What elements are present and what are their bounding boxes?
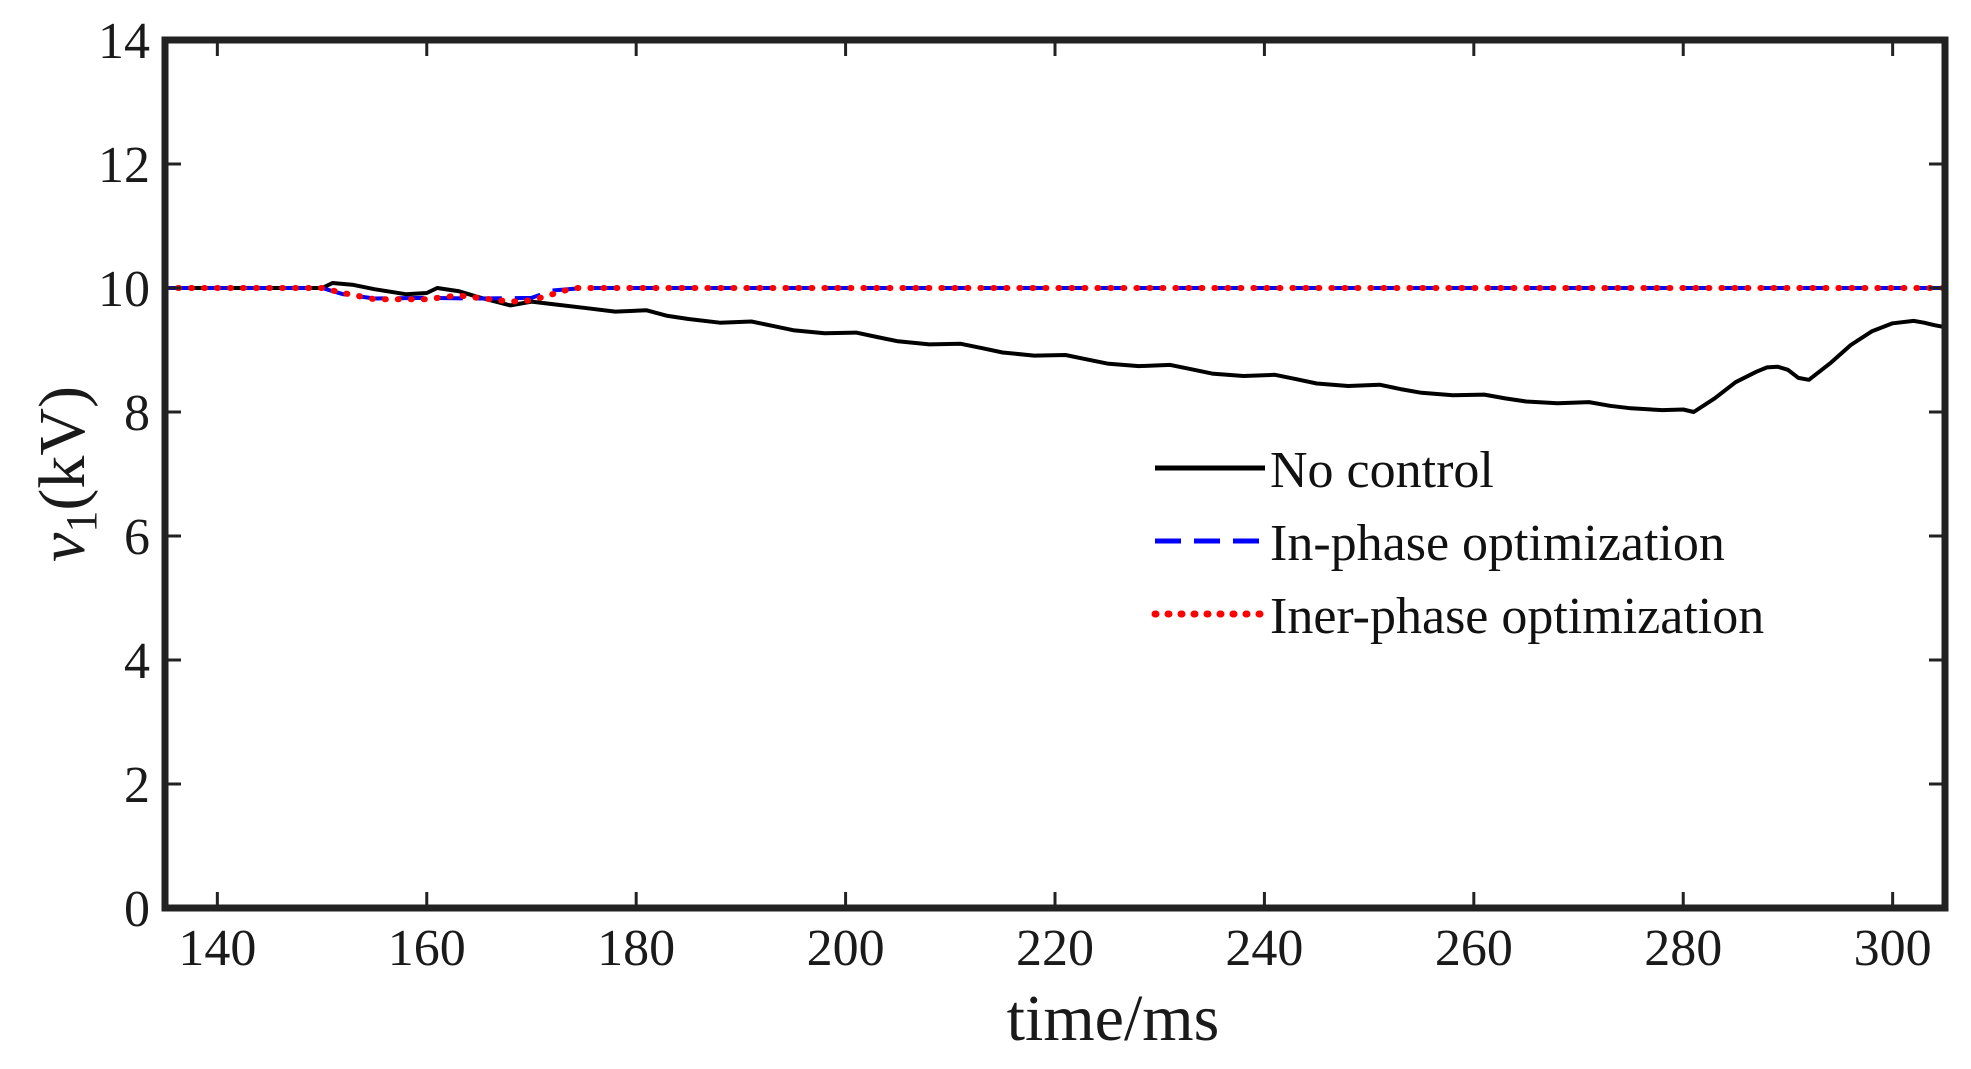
y-tick-label-6: 6 — [124, 509, 150, 566]
y-tick-label-0: 0 — [124, 881, 150, 938]
x-tick-label-160: 160 — [388, 920, 466, 977]
legend: No control In-phase optimization Iner-ph… — [1151, 442, 1764, 645]
x-tick-label-140: 140 — [178, 920, 256, 977]
y-tick-label-12: 12 — [98, 137, 150, 194]
x-axis-title: time/ms — [1007, 982, 1220, 1055]
series-line-iner-phase-optimization — [162, 285, 1948, 305]
x-tick-label-260: 260 — [1435, 920, 1513, 977]
series-line-no-control — [165, 281, 1946, 414]
y-axis-title-var: v — [26, 532, 99, 562]
x-tick-label-280: 280 — [1644, 920, 1722, 977]
y-tick-label-4: 4 — [124, 633, 150, 690]
legend-label-no-control: No control — [1270, 442, 1494, 499]
x-tick-label-180: 180 — [597, 920, 675, 977]
series-line-in-phase-optimization — [165, 286, 1945, 301]
plot-frame — [161, 36, 1949, 912]
x-tick-label-300: 300 — [1854, 920, 1932, 977]
y-axis-title-text: v1(kV) — [26, 386, 106, 562]
plot-marks — [162, 281, 1948, 414]
x-tick-label-200: 200 — [807, 920, 885, 977]
y-tick-label-10: 10 — [98, 261, 150, 318]
y-tick-label-8: 8 — [124, 385, 150, 442]
y-axis-title-unit: (kV) — [26, 386, 99, 511]
y-tick-label-2: 2 — [124, 757, 150, 814]
y-axis-title-sub: 1 — [57, 511, 106, 533]
legend-label-in-phase: In-phase optimization — [1270, 515, 1725, 572]
axis-ticks: 140 160 180 200 220 240 260 280 300 0 2 4 6 8 10 12 14 — [98, 13, 1945, 977]
y-axis-title: v1(kV) — [26, 386, 106, 562]
y-tick-label-14: 14 — [98, 13, 150, 70]
x-tick-label-220: 220 — [1016, 920, 1094, 977]
x-tick-label-240: 240 — [1225, 920, 1303, 977]
legend-label-iner-phase: Iner-phase optimization — [1270, 588, 1764, 645]
